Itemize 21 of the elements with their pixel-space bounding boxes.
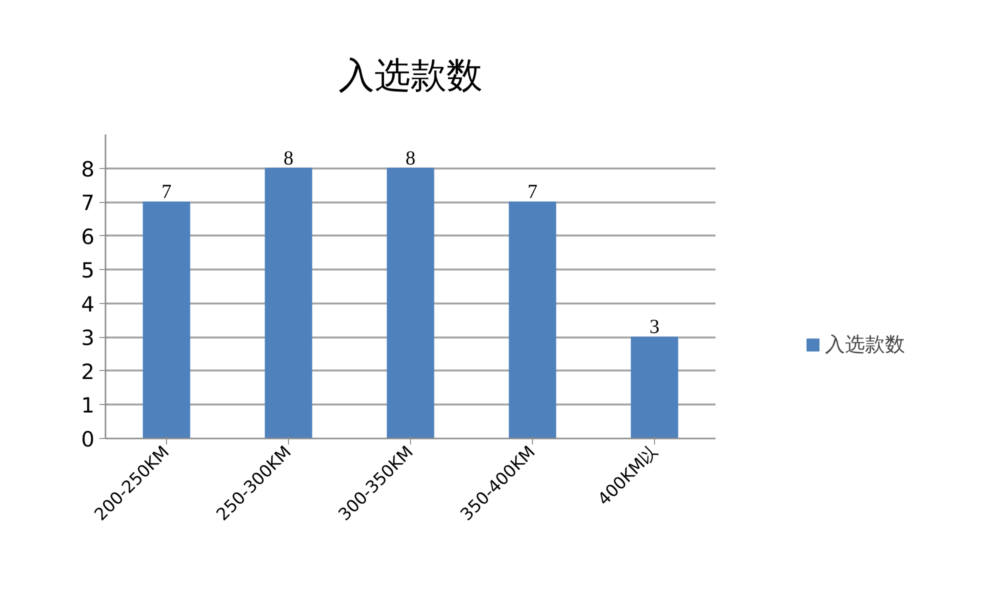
data-label: 7: [162, 181, 172, 204]
bar: [508, 202, 556, 438]
y-tick-label: 0: [81, 428, 95, 452]
bar: [142, 202, 190, 438]
y-tick-label: 7: [81, 191, 95, 216]
data-label: 7: [528, 181, 538, 204]
y-tick-label: 4: [81, 292, 95, 316]
data-label: 8: [284, 147, 294, 170]
chart-title: 入选款数: [338, 56, 482, 96]
legend-label: 入选款数: [825, 331, 905, 358]
y-tick-label: 6: [81, 224, 95, 249]
data-label: 8: [406, 147, 416, 170]
y-tick-label: 5: [81, 258, 95, 283]
bar: [386, 168, 434, 438]
y-tick-label: 1: [81, 394, 95, 418]
bar: [630, 336, 678, 438]
y-tick-label: 8: [81, 157, 95, 182]
data-label: 3: [650, 316, 660, 338]
bar: [264, 168, 312, 438]
y-tick-label: 3: [81, 326, 95, 350]
y-tick-label: 2: [81, 360, 95, 384]
